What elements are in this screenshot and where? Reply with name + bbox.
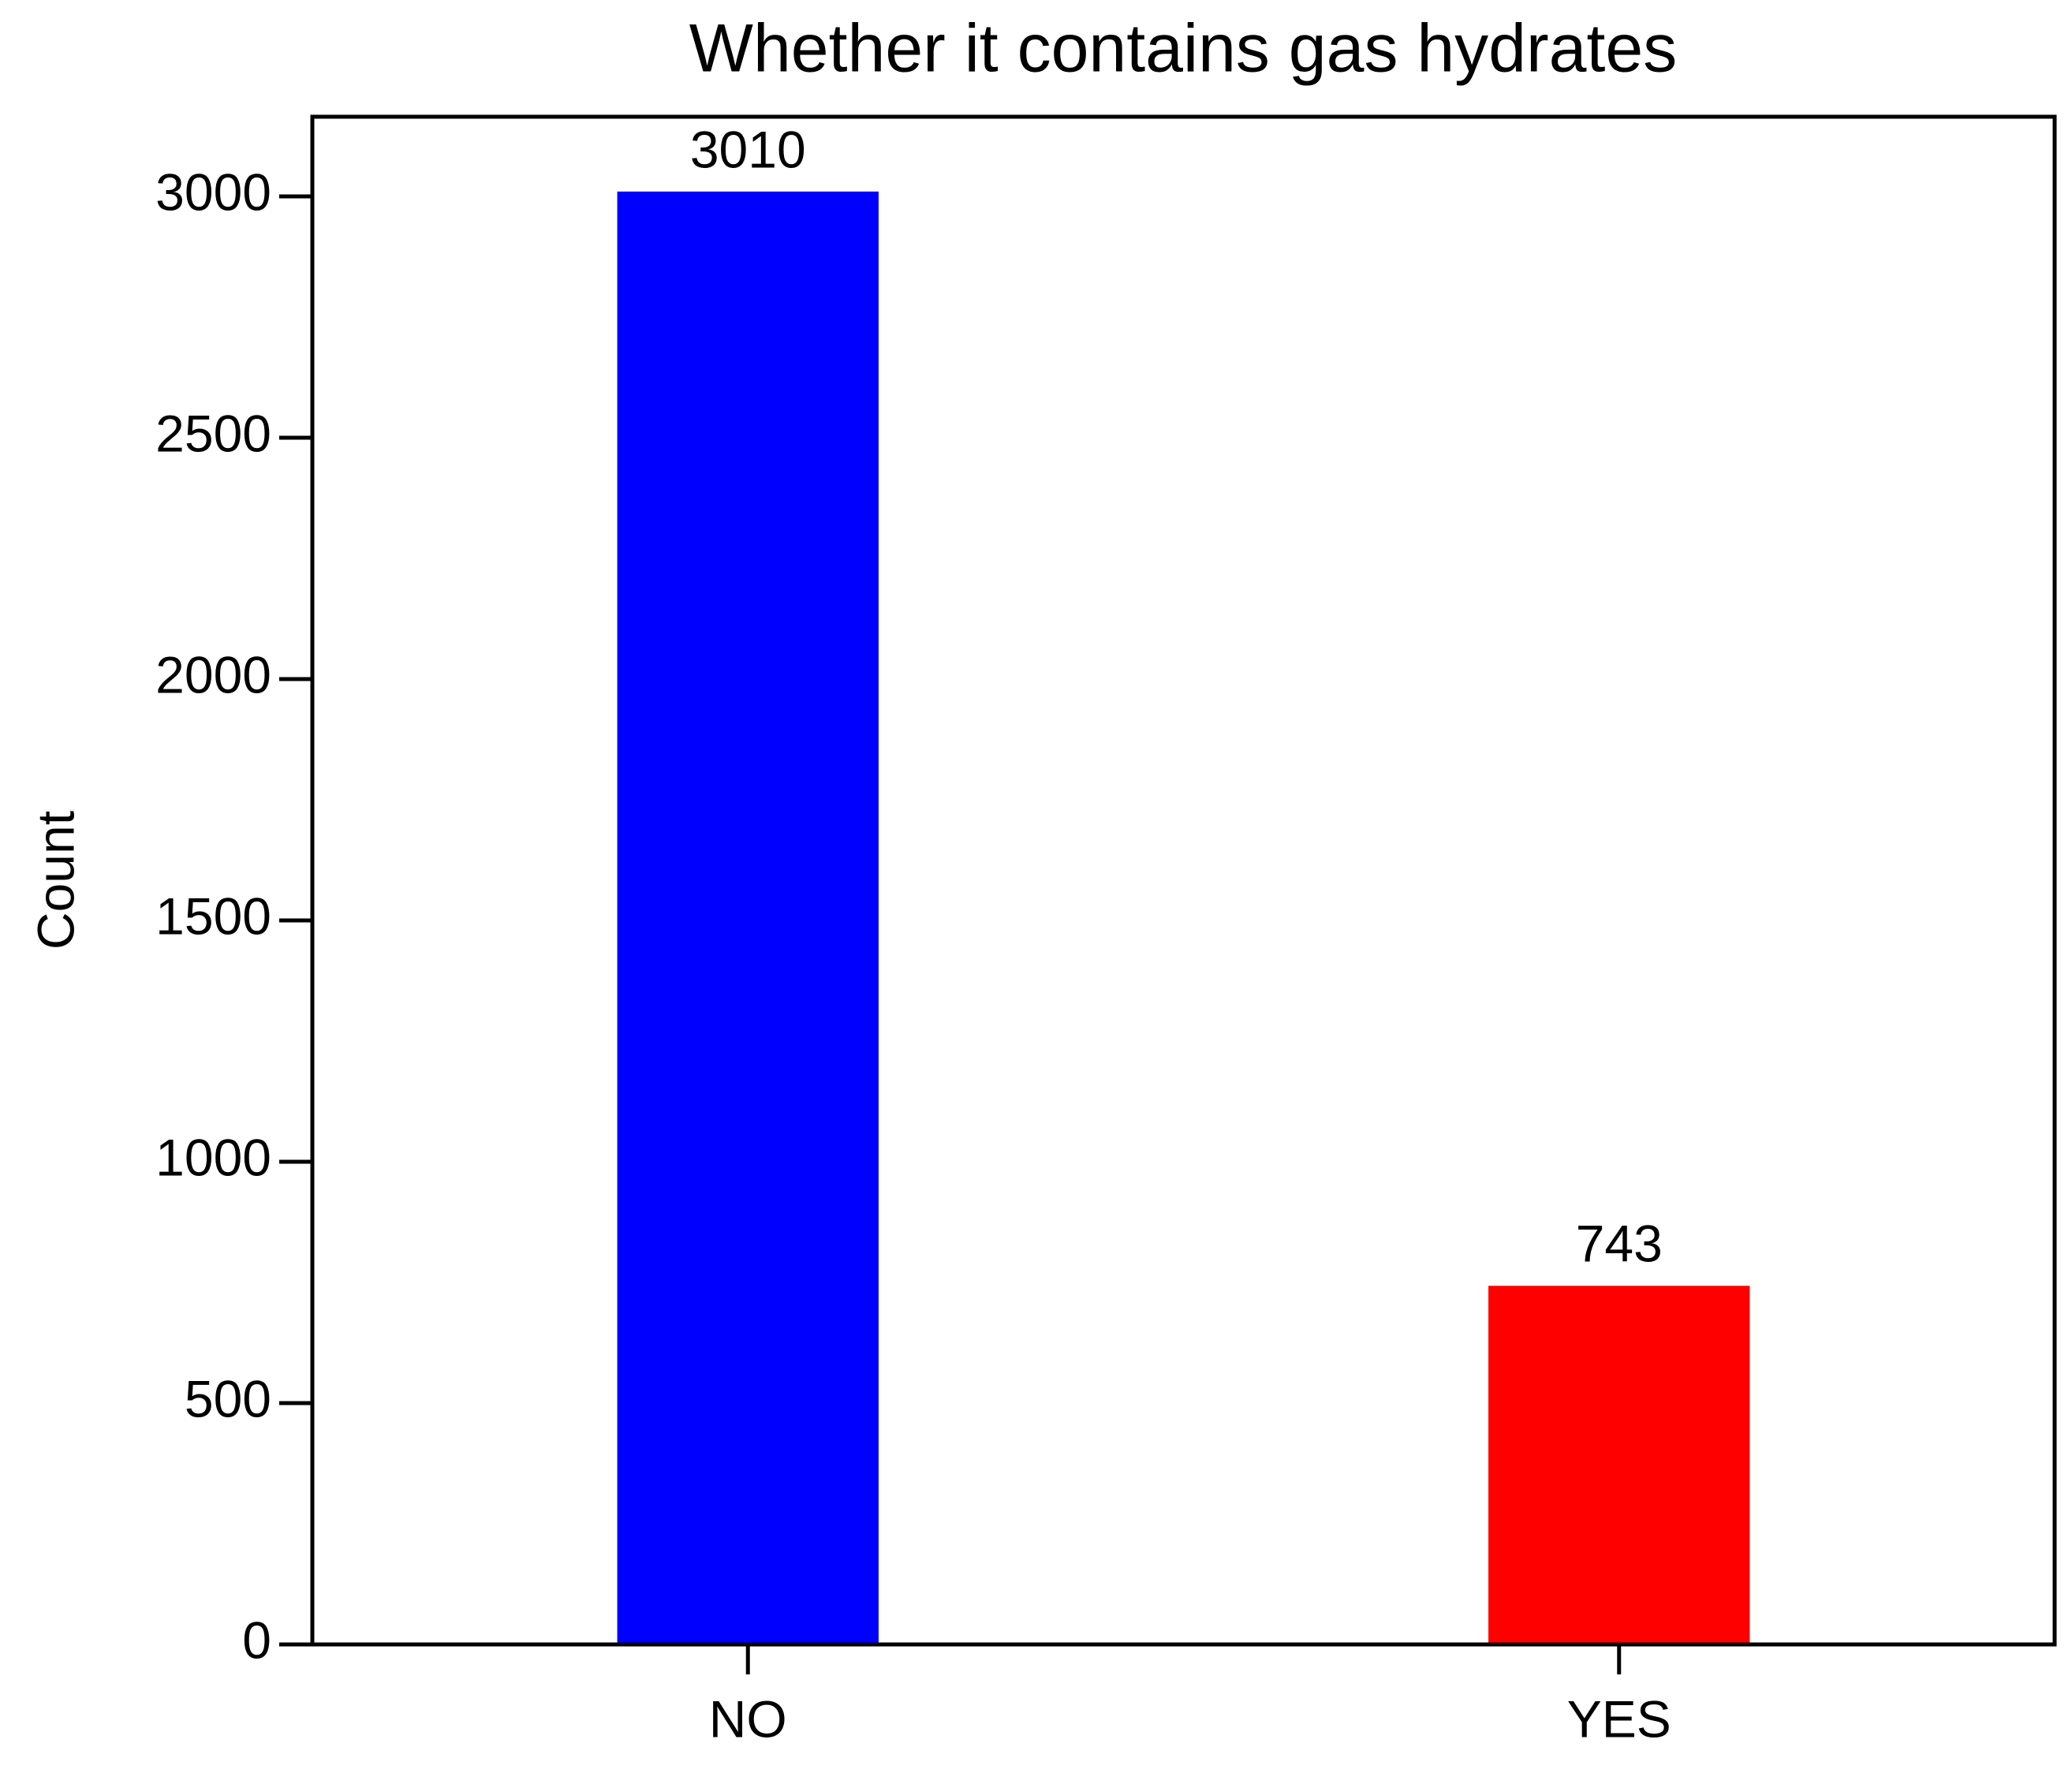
y-tick-label: 1500 [155, 886, 271, 945]
y-tick-label: 2500 [155, 404, 271, 462]
y-tick-label: 2000 [155, 645, 271, 704]
value-label: 743 [1576, 1215, 1663, 1273]
plot-frame [310, 114, 2057, 1647]
bar [617, 191, 879, 1645]
y-tick-label: 0 [242, 1611, 271, 1669]
y-tick-label: 1000 [155, 1128, 271, 1186]
y-tick-label: 500 [185, 1369, 271, 1428]
y-axis-label: Count [26, 811, 84, 950]
value-label: 3010 [690, 120, 806, 178]
y-tick-label: 3000 [155, 162, 271, 221]
bar [1488, 1286, 1750, 1644]
x-tick-label: NO [709, 1689, 787, 1748]
x-tick-label: YES [1567, 1689, 1671, 1748]
chart-title: Whether it contains gas hydrates [689, 11, 1677, 87]
